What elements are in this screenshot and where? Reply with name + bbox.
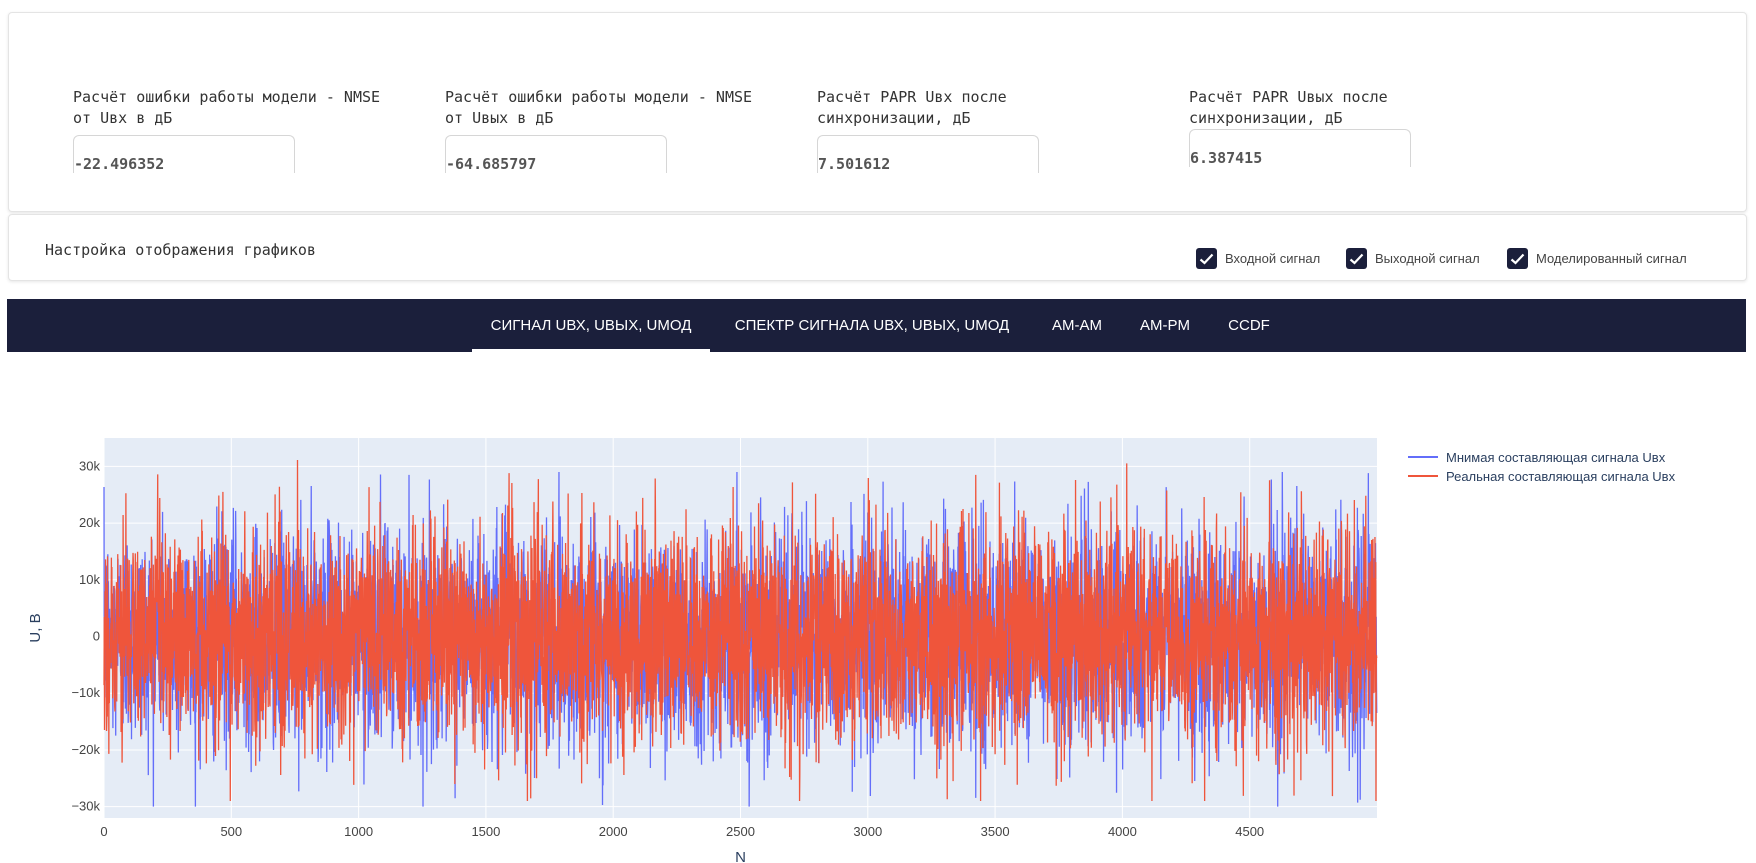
tab-ccdf[interactable]: CCDF [1228, 317, 1270, 334]
checkbox-checked-icon[interactable] [1346, 248, 1367, 269]
checkbox-label: Входной сигнал [1225, 251, 1321, 266]
x-tick-label: 500 [220, 824, 242, 839]
y-tick-label: 20k [79, 515, 100, 530]
metric-papr-output: Расчёт PAPR Uвых после синхронизации, дБ… [1189, 87, 1549, 167]
tab-am-am[interactable]: AM-AM [1052, 317, 1102, 334]
checkbox-checked-icon[interactable] [1507, 248, 1528, 269]
series-layer [103, 460, 1378, 807]
settings-title: Настройка отображения графиков [45, 241, 316, 259]
x-axis-title: N [735, 849, 746, 863]
x-tick-label: 4000 [1108, 824, 1137, 839]
metric-label: Расчёт ошибки работы модели - NMSE от Uв… [73, 88, 381, 127]
metric-value: 7.501612 [818, 155, 891, 173]
chart-legend[interactable]: Мнимая составляющая сигнала Uвх Реальная … [1408, 450, 1676, 484]
metric-label: Расчёт PAPR Uвых после синхронизации, дБ [1189, 88, 1388, 127]
metric-value: -64.685797 [446, 155, 537, 173]
metrics-panel: Расчёт ошибки работы модели - NMSE от Uв… [8, 12, 1747, 212]
y-tick-label: −20k [71, 742, 100, 757]
x-tick-label: 4500 [1235, 824, 1264, 839]
metric-value-field[interactable]: -64.685797 [445, 135, 667, 173]
signal-chart[interactable]: 0 500 1000 1500 2000 2500 3000 3500 4000 4500 30k 2… [0, 420, 1756, 863]
x-tick-label: 2000 [599, 824, 628, 839]
axis-ticks: 0 500 1000 1500 2000 2500 3000 3500 4000 4500 30k 2… [71, 458, 1264, 839]
metric-nmse-output: Расчёт ошибки работы модели - NMSE от Uв… [445, 87, 805, 173]
tab-spectrum[interactable]: СПЕКТР СИГНАЛА UВХ, UВЫХ, UМОД [734, 317, 1010, 334]
metric-papr-input: Расчёт PAPR Uвх после синхронизации, дБ … [817, 87, 1177, 173]
metric-value: 6.387415 [1190, 149, 1263, 167]
checkbox-label: Моделированный сигнал [1536, 251, 1687, 266]
x-tick-label: 2500 [726, 824, 755, 839]
legend-item-label[interactable]: Мнимая составляющая сигнала Uвх [1446, 450, 1666, 465]
metric-value-field[interactable]: 7.501612 [817, 135, 1039, 173]
checkbox-output-signal[interactable]: Выходной сигнал [1346, 248, 1480, 269]
metric-value-field[interactable]: 6.387415 [1189, 129, 1411, 167]
metric-nmse-input: Расчёт ошибки работы модели - NMSE от Uв… [73, 87, 433, 173]
y-tick-label: 10k [79, 572, 100, 587]
y-tick-label: −10k [71, 685, 100, 700]
series-line-1 [103, 460, 1378, 801]
x-tick-label: 0 [100, 824, 107, 839]
legend-item-label[interactable]: Реальная составляющая сигнала Uвх [1446, 469, 1676, 484]
metric-value-field[interactable]: -22.496352 [73, 135, 295, 173]
checkbox-label: Выходной сигнал [1375, 251, 1480, 266]
metric-label: Расчёт PAPR Uвх после синхронизации, дБ [817, 88, 1007, 127]
checkbox-input-signal[interactable]: Входной сигнал [1196, 248, 1320, 269]
y-tick-label: 30k [79, 458, 100, 473]
x-tick-label: 1000 [344, 824, 373, 839]
checkbox-checked-icon[interactable] [1196, 248, 1217, 269]
metric-value: -22.496352 [74, 155, 165, 173]
tab-am-pm[interactable]: AM-PM [1140, 317, 1190, 334]
tab-bar: СИГНАЛ UВХ, UВЫХ, UМОД СПЕКТР СИГНАЛА UВ… [7, 299, 1746, 352]
x-tick-label: 3500 [981, 824, 1010, 839]
x-tick-label: 1500 [471, 824, 500, 839]
display-settings-panel: Настройка отображения графиков Входной с… [8, 214, 1747, 281]
metric-label: Расчёт ошибки работы модели - NMSE от Uв… [445, 88, 753, 127]
y-axis-title: U, B [27, 613, 44, 642]
y-tick-label: 0 [93, 629, 100, 644]
x-tick-label: 3000 [853, 824, 882, 839]
tab-signal[interactable]: СИГНАЛ UВХ, UВЫХ, UМОД [472, 299, 710, 352]
checkbox-modeled-signal[interactable]: Моделированный сигнал [1507, 248, 1687, 269]
y-tick-label: −30k [71, 799, 100, 814]
